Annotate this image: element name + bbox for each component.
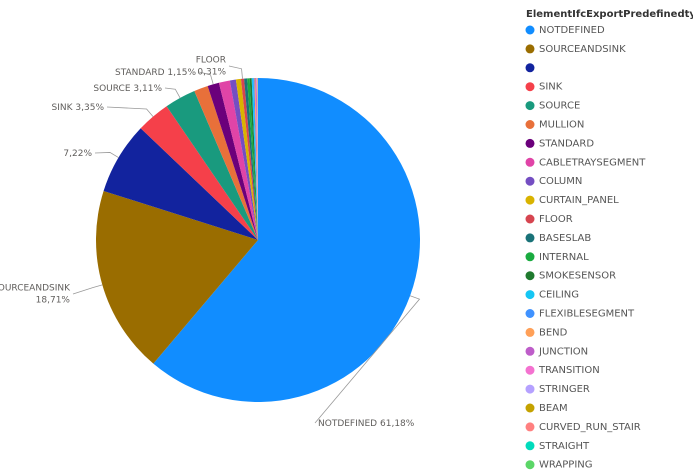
data-label: 3,35% bbox=[75, 103, 104, 113]
legend-swatch bbox=[525, 327, 535, 337]
legend-swatch bbox=[525, 44, 535, 54]
leader-line bbox=[314, 295, 421, 424]
legend-swatch bbox=[525, 233, 535, 243]
legend-title: ElementIfcExportPredefinedtype bbox=[526, 9, 693, 20]
legend-label: SINK bbox=[539, 82, 563, 93]
legend-swatch bbox=[525, 365, 535, 375]
legend-swatch bbox=[525, 384, 535, 394]
data-label-group: SOURCE 3,11% bbox=[93, 84, 162, 94]
data-label-group: SINK 3,35% bbox=[52, 103, 105, 113]
legend-swatch bbox=[525, 403, 535, 413]
pie-slice bbox=[253, 78, 258, 240]
legend-swatch bbox=[525, 25, 535, 35]
legend-swatch bbox=[525, 82, 535, 92]
legend-label: WRAPPING bbox=[539, 460, 593, 471]
legend-swatch bbox=[525, 290, 535, 300]
pie-slice bbox=[140, 106, 258, 241]
legend-swatch bbox=[525, 460, 535, 470]
pie-slice bbox=[254, 78, 258, 240]
data-label-category: SINK bbox=[52, 103, 74, 113]
legend-swatch bbox=[525, 195, 535, 205]
legend-label: FLEXIBLESEGMENT bbox=[539, 309, 635, 320]
pie-slice bbox=[247, 78, 258, 240]
legend-label: CURVED_RUN_STAIR bbox=[539, 422, 641, 433]
legend-swatch bbox=[525, 120, 535, 129]
legend-swatch bbox=[525, 176, 535, 186]
legend-label: STRAIGHT bbox=[539, 441, 590, 452]
data-label-group: STANDARD 1,15% bbox=[115, 68, 196, 78]
leader-line bbox=[94, 152, 119, 158]
pie-slice bbox=[166, 91, 258, 241]
legend-label: INTERNAL bbox=[539, 252, 589, 263]
legend-swatch bbox=[525, 441, 535, 451]
pie-slice bbox=[218, 80, 258, 240]
pie-slice bbox=[256, 78, 258, 241]
legend-label: SMOKESENSOR bbox=[539, 271, 616, 282]
data-label-category: FLOOR bbox=[196, 56, 226, 66]
legend-label: CABLETRAYSEGMENT bbox=[539, 157, 646, 168]
pie-slice bbox=[229, 79, 258, 240]
pie-slice bbox=[251, 78, 258, 240]
data-label-category: SOURCE bbox=[93, 84, 130, 94]
pie-slice bbox=[249, 78, 258, 240]
leader-line bbox=[198, 71, 214, 85]
legend-label: NOTDEFINED bbox=[539, 25, 605, 36]
legend-swatch bbox=[525, 309, 535, 318]
legend-label: STRINGER bbox=[539, 384, 590, 395]
pie-slice bbox=[240, 78, 258, 240]
pie-slice bbox=[235, 78, 258, 240]
legend-label: BASESLAB bbox=[539, 233, 591, 244]
legend-swatch bbox=[525, 214, 535, 224]
pie-slice bbox=[207, 82, 258, 241]
data-label-group: 7,22% bbox=[63, 149, 92, 159]
leader-line bbox=[164, 87, 181, 99]
legend-swatch bbox=[525, 63, 535, 73]
data-label-group: NOTDEFINED 61,18% bbox=[318, 419, 415, 429]
leader-line bbox=[72, 284, 103, 295]
legend-label: COLUMN bbox=[539, 176, 582, 187]
legend-label: JUNCTION bbox=[538, 346, 588, 357]
legend-swatch bbox=[525, 346, 535, 356]
data-label: 18,71% bbox=[36, 296, 71, 306]
pie-slice bbox=[194, 86, 258, 240]
legend-label: TRANSITION bbox=[538, 365, 600, 376]
legend-swatch bbox=[525, 138, 535, 148]
pie-slice bbox=[255, 78, 258, 240]
legend-label: FLOOR bbox=[539, 214, 573, 225]
pie-slice bbox=[153, 78, 421, 402]
legend-label: STANDARD bbox=[539, 138, 594, 149]
pie-slice bbox=[257, 78, 258, 240]
legend-swatch bbox=[525, 422, 535, 432]
pie-slice bbox=[95, 191, 258, 364]
legend-label: BEND bbox=[539, 327, 568, 338]
data-label: 61,18% bbox=[380, 419, 415, 429]
data-label: 0,31% bbox=[197, 68, 226, 78]
pie-slice bbox=[244, 78, 258, 241]
legend-label: CURTAIN_PANEL bbox=[539, 195, 619, 206]
leader-line bbox=[106, 106, 154, 117]
data-label-category: STANDARD bbox=[115, 68, 165, 78]
legend-swatch bbox=[525, 101, 535, 111]
legend-label: SOURCE bbox=[539, 101, 580, 112]
legend-label: MULLION bbox=[539, 120, 584, 131]
legend-swatch bbox=[525, 157, 535, 167]
legend-label: SOURCEANDSINK bbox=[539, 44, 626, 55]
legend-label: CEILING bbox=[539, 290, 579, 301]
data-label-category: NOTDEFINED bbox=[318, 419, 377, 429]
legend-swatch bbox=[525, 271, 535, 281]
data-label: 1,15% bbox=[167, 68, 196, 78]
data-label: 7,22% bbox=[63, 149, 92, 159]
pie-slice bbox=[103, 128, 258, 240]
data-label: 3,11% bbox=[133, 84, 162, 94]
legend-swatch bbox=[525, 252, 535, 262]
pie-slice bbox=[256, 78, 258, 240]
leader-line bbox=[228, 65, 243, 79]
data-label-category: SOURCEANDSINK bbox=[0, 284, 71, 294]
legend-label: BEAM bbox=[539, 403, 568, 414]
